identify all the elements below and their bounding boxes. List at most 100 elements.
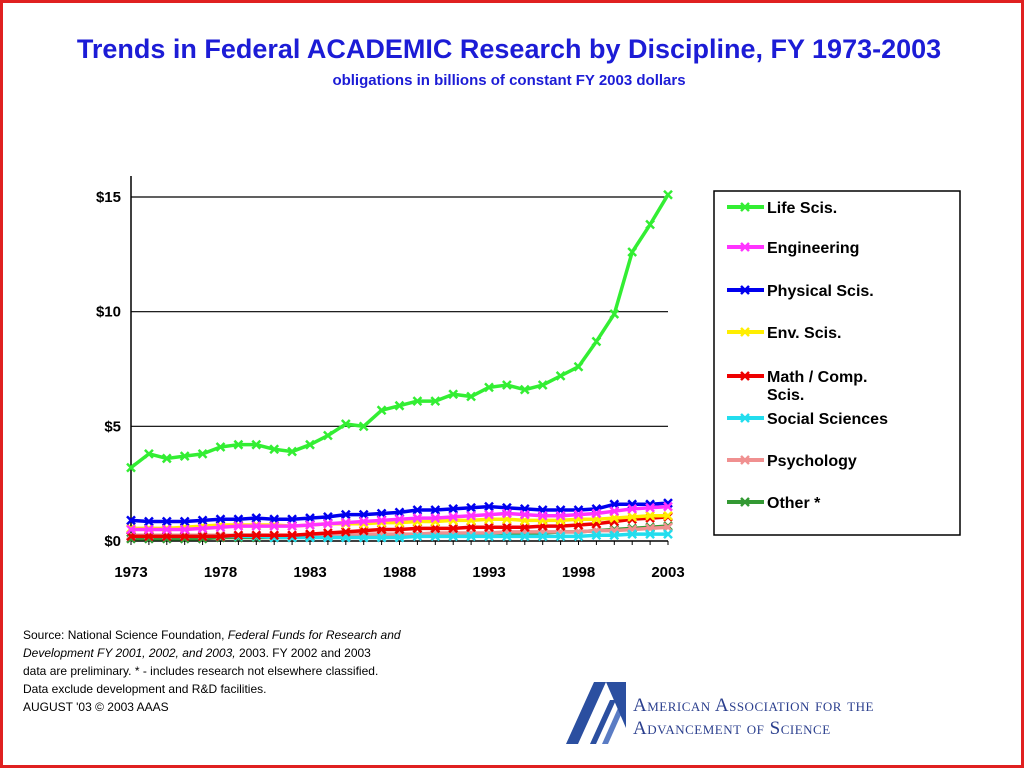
data-point xyxy=(555,531,566,542)
data-point xyxy=(448,389,459,400)
data-point xyxy=(537,380,548,390)
data-point xyxy=(323,518,333,529)
data-point xyxy=(358,516,369,527)
data-point xyxy=(663,189,673,200)
data-point xyxy=(555,370,566,381)
data-point xyxy=(591,530,602,541)
series-life-scis xyxy=(126,189,673,473)
legend-item: Math / Comp.Scis. xyxy=(727,369,867,404)
data-point xyxy=(323,528,333,538)
data-point xyxy=(430,513,441,523)
aaas-wordmark-line2: Advancement of Science xyxy=(633,718,831,739)
data-point xyxy=(269,530,280,541)
data-point xyxy=(251,439,262,450)
legend-marker xyxy=(740,242,750,252)
data-point xyxy=(645,502,655,513)
data-point xyxy=(287,446,297,457)
legend-label: Math / Comp. xyxy=(767,369,867,386)
data-point xyxy=(519,509,530,520)
legend-marker xyxy=(740,413,750,423)
data-point xyxy=(448,531,459,542)
data-point xyxy=(484,509,494,520)
data-point xyxy=(269,521,280,531)
data-point xyxy=(376,405,387,416)
data-point xyxy=(573,361,584,372)
legend-marker xyxy=(740,371,750,381)
data-point xyxy=(358,421,369,432)
data-point xyxy=(376,532,387,543)
aaas-logo-icon xyxy=(566,682,626,744)
data-point xyxy=(340,419,351,429)
legend-marker xyxy=(740,497,750,507)
x-tick-label: 1973 xyxy=(114,564,147,581)
source-line4: Data exclude development and R&D facilit… xyxy=(23,682,267,696)
data-point xyxy=(412,513,423,523)
legend-label: Env. Scis. xyxy=(767,325,841,342)
legend-marker xyxy=(740,455,750,465)
data-point xyxy=(394,514,405,525)
data-point xyxy=(448,512,459,522)
data-point xyxy=(412,396,423,406)
legend-marker xyxy=(740,327,750,337)
data-point xyxy=(430,396,441,406)
data-point xyxy=(466,391,476,402)
y-tick-label: $15 xyxy=(96,189,121,206)
data-point xyxy=(627,529,638,540)
x-tick-label: 1983 xyxy=(293,564,326,581)
source-line2-rest: 2003. FY 2002 and 2003 xyxy=(235,646,371,660)
legend-label-line2: Scis. xyxy=(767,387,804,404)
aaas-wordmark: American Association for the Advancement… xyxy=(633,694,874,740)
data-point xyxy=(609,530,620,541)
data-point xyxy=(502,508,512,519)
aaas-wordmark-line1: American Association for the xyxy=(633,695,874,716)
legend-item: Physical Scis. xyxy=(727,283,874,300)
data-point xyxy=(609,506,620,517)
data-point xyxy=(215,514,226,525)
data-point xyxy=(233,521,244,531)
legend-label: Social Sciences xyxy=(767,411,888,428)
data-point xyxy=(340,509,351,520)
data-point xyxy=(179,516,190,527)
data-point xyxy=(645,529,655,540)
legend-marker xyxy=(740,285,750,295)
data-point xyxy=(251,521,262,531)
data-point xyxy=(645,219,655,230)
data-point xyxy=(448,504,459,514)
data-point xyxy=(340,526,351,537)
x-tick-label: 1993 xyxy=(472,564,505,581)
data-point xyxy=(215,522,226,533)
data-point xyxy=(179,451,190,462)
data-point xyxy=(340,517,351,528)
source-line1-italic: Federal Funds for Research and xyxy=(227,628,401,642)
data-point xyxy=(591,508,602,519)
data-point xyxy=(573,509,584,520)
data-point xyxy=(144,516,154,527)
data-point xyxy=(197,531,208,542)
data-point xyxy=(305,439,315,450)
legend-label: Psychology xyxy=(767,453,857,470)
data-point xyxy=(609,309,620,319)
y-tick-label: $0 xyxy=(104,533,121,550)
source-line5: AUGUST '03 © 2003 AAAS xyxy=(23,700,169,714)
data-point xyxy=(555,510,566,521)
legend-label: Physical Scis. xyxy=(767,283,874,300)
data-point xyxy=(305,520,315,530)
legend-item: Psychology xyxy=(727,453,857,470)
data-point xyxy=(430,505,441,515)
data-point xyxy=(233,439,244,450)
data-point xyxy=(251,530,262,541)
y-tick-label: $10 xyxy=(96,304,121,321)
data-point xyxy=(126,524,136,535)
gridlines xyxy=(131,196,668,427)
data-point xyxy=(502,522,512,533)
data-point xyxy=(251,513,262,523)
data-point xyxy=(161,524,172,535)
data-point xyxy=(430,531,441,542)
data-point xyxy=(144,524,154,535)
data-point xyxy=(484,522,494,533)
chart-title: Trends in Federal ACADEMIC Research by D… xyxy=(76,34,942,64)
data-point xyxy=(448,523,459,534)
legend-label: Life Scis. xyxy=(767,200,837,217)
y-tick-label: $5 xyxy=(104,418,121,435)
chart-subtitle: obligations in billions of constant FY 2… xyxy=(332,72,686,89)
